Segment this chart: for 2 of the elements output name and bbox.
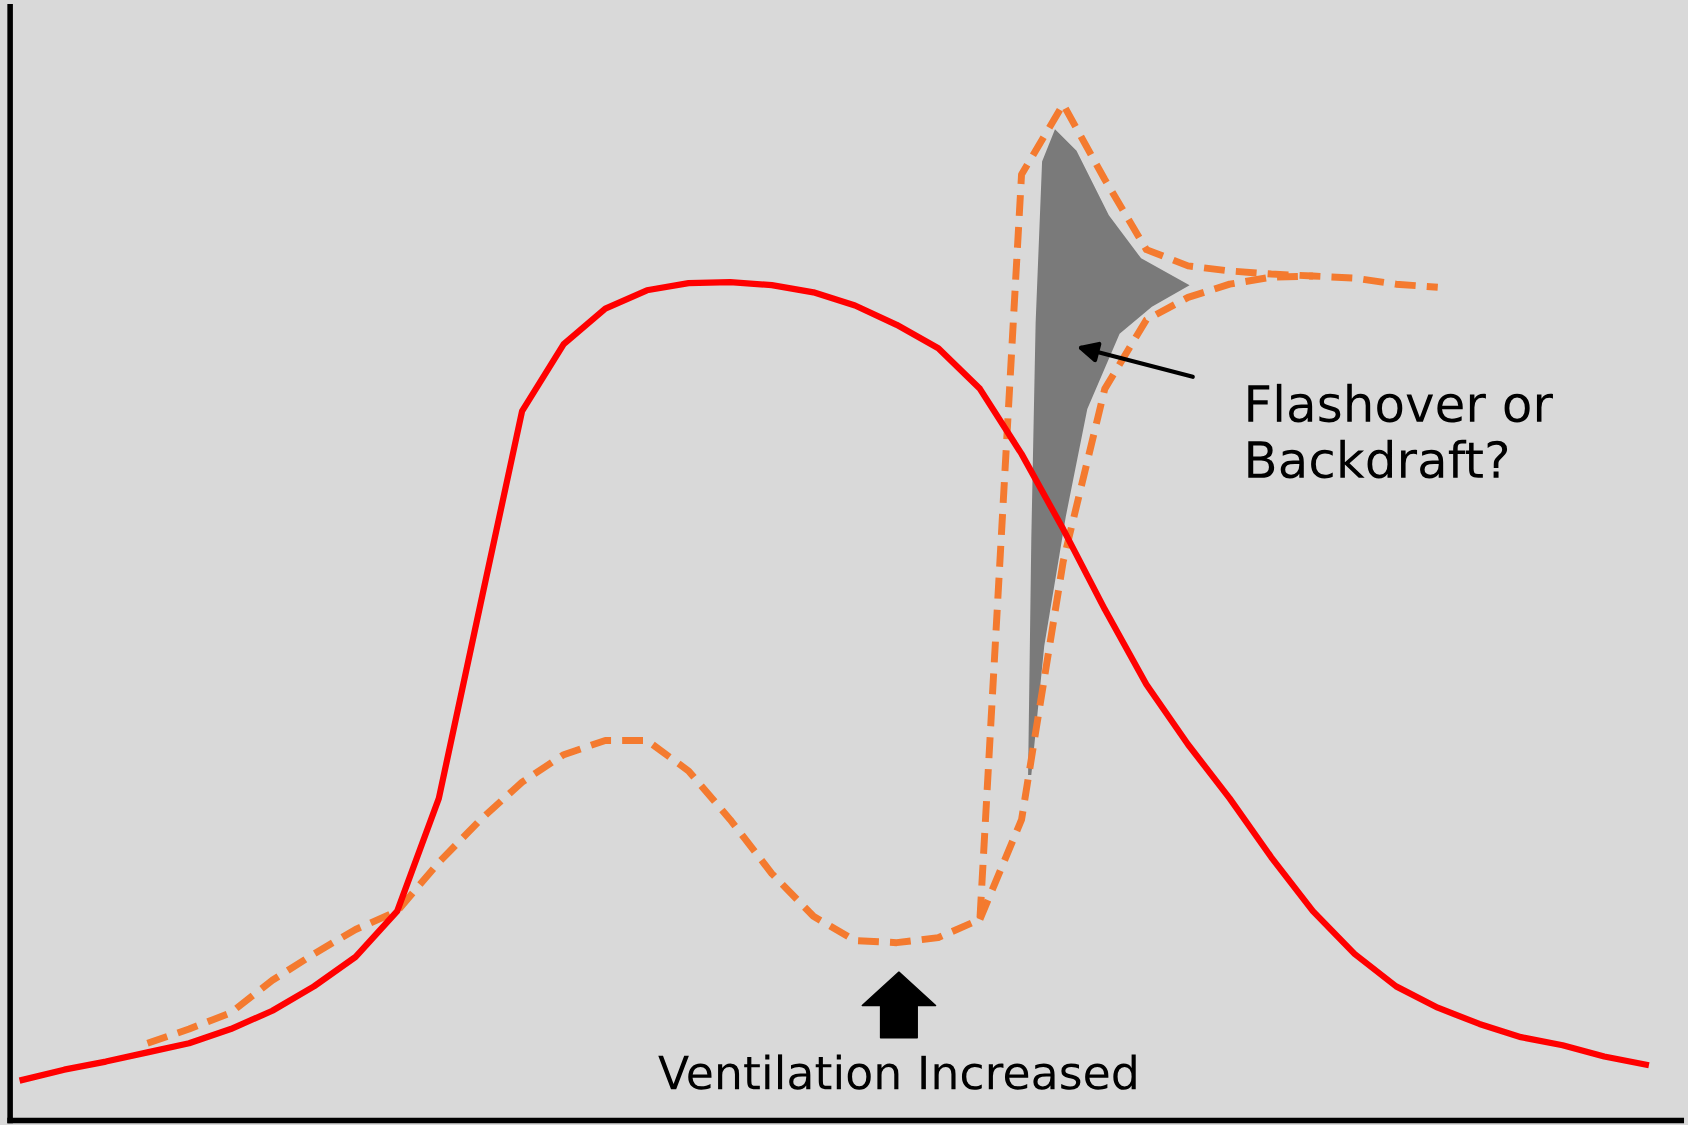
annotation: Ventilation Increased: [658, 1054, 1136, 1090]
annotation: Flashover or Backdraft?: [1248, 383, 1553, 479]
